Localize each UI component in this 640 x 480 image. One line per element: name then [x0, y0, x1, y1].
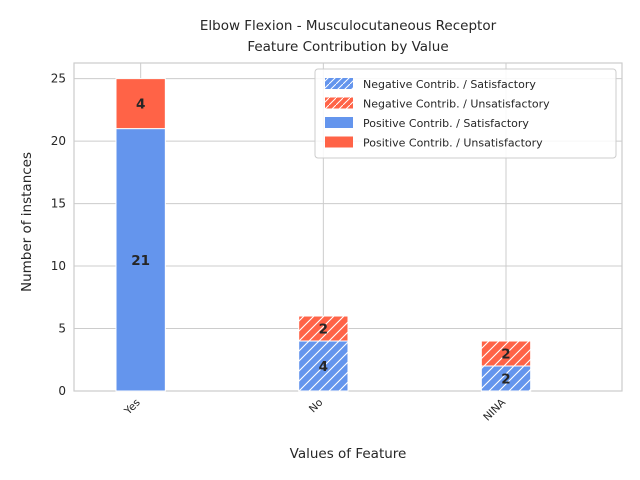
legend: Negative Contrib. / Satisfactory Negative…	[314, 68, 617, 159]
y-axis-label: Number of instances	[19, 152, 35, 292]
data-label: 4	[136, 97, 145, 113]
y-tick-labels: 0 5 10 15 20 25	[51, 72, 66, 398]
x-tick-label: No	[307, 397, 326, 416]
chart-title-line-1: Elbow Flexion - Musculocutaneous Recepto…	[200, 18, 497, 34]
x-tick-label: Yes	[122, 397, 143, 418]
x-axis-label: Values of Feature	[290, 446, 407, 462]
bar-segment	[298, 315, 349, 342]
legend-swatch	[325, 117, 353, 128]
bar-segment	[115, 78, 166, 130]
legend-entry: Negative Contrib. / Satisfactory	[363, 78, 536, 91]
chart-title-line-2: Feature Contribution by Value	[247, 39, 448, 55]
bar-segment	[480, 340, 532, 367]
legend-entry: Positive Contrib. / Unsatisfactory	[363, 137, 543, 150]
bar-segment	[115, 128, 166, 392]
x-tick-label: NINA	[481, 396, 508, 423]
legend-swatch	[325, 97, 353, 109]
y-tick-label: 5	[58, 322, 66, 336]
y-tick-label: 25	[51, 72, 66, 86]
y-tick-label: 0	[58, 384, 66, 398]
y-tick-label: 15	[51, 197, 66, 211]
data-label: 2	[319, 322, 328, 338]
bar-segment	[480, 365, 532, 392]
data-label: 2	[501, 372, 510, 388]
x-tick-labels: Yes No NINA	[122, 396, 509, 423]
data-label: 4	[319, 359, 328, 375]
legend-frame	[314, 68, 617, 159]
legend-entry: Negative Contrib. / Unsatisfactory	[363, 98, 550, 111]
bars	[115, 78, 532, 392]
legend-swatch	[325, 136, 353, 148]
data-label: 2	[501, 347, 510, 363]
legend-entry: Positive Contrib. / Satisfactory	[363, 117, 529, 130]
legend-swatch	[325, 78, 353, 89]
y-tick-label: 20	[51, 134, 66, 148]
data-label: 21	[131, 253, 150, 269]
data-labels: 21 4 4 2 2 2	[131, 97, 510, 388]
y-tick-label: 10	[51, 259, 66, 273]
